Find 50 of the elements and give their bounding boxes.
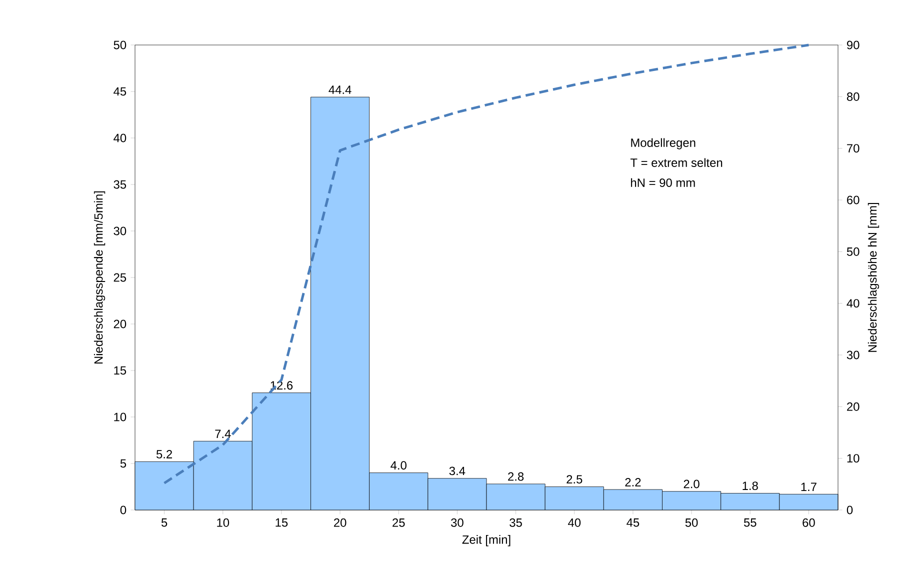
x-tick-label: 30 — [451, 518, 464, 527]
y2-tick-label: 20 — [847, 402, 860, 411]
data-label: 5.2 — [156, 450, 172, 458]
y2-tick-label: 40 — [846, 299, 860, 308]
x-tick-label: 35 — [510, 518, 522, 527]
x-tick-label: 5 — [161, 518, 168, 527]
data-label: 3.4 — [449, 466, 466, 476]
y-axis-title: Niederschlagsspende [mm/5min] — [94, 191, 106, 364]
x-tick-label: 15 — [276, 518, 288, 527]
y-tick-label: 45 — [114, 87, 126, 96]
y-tick-label: 25 — [114, 273, 126, 282]
x-axis-title: Zeit [min] — [462, 535, 510, 546]
y2-tick-label: 90 — [847, 40, 860, 50]
data-label: 4.0 — [390, 461, 406, 470]
y-tick-label: 10 — [114, 412, 126, 422]
data-label: 1.7 — [801, 482, 816, 491]
data-label: 44.4 — [328, 86, 352, 94]
y2-axis-title: Niederschlagshöhe hN [mm] — [868, 202, 880, 352]
y-tick-label: 40 — [114, 134, 126, 142]
data-label: 7.4 — [215, 430, 231, 438]
data-label: 2.2 — [625, 478, 641, 486]
data-label: 2.8 — [508, 472, 524, 481]
y-tick-label: 35 — [114, 180, 126, 189]
y2-tick-label: 30 — [846, 350, 860, 360]
x-tick-label: 60 — [802, 518, 815, 527]
y-tick-label: 50 — [114, 40, 126, 50]
y-tick-label: 5 — [120, 459, 126, 468]
x-tick-label: 20 — [334, 518, 346, 527]
y2-tick-label: 50 — [846, 247, 860, 256]
data-label: 2.0 — [684, 480, 700, 488]
x-tick-label: 40 — [568, 518, 581, 527]
y-tick-label: 0 — [120, 506, 126, 514]
x-tick-label: 50 — [685, 518, 698, 527]
x-tick-label: 10 — [217, 518, 230, 527]
annotation: Modellregen — [631, 138, 696, 150]
x-tick-label: 45 — [626, 518, 640, 527]
y-tick-label: 30 — [114, 226, 126, 236]
y2-tick-label: 10 — [847, 454, 860, 463]
annotation: T = extrem selten — [630, 158, 722, 167]
y-tick-label: 20 — [114, 320, 126, 328]
x-tick-label: 25 — [392, 518, 405, 527]
y2-tick-label: 60 — [847, 196, 860, 204]
data-label: 1.8 — [742, 482, 758, 490]
y2-tick-label: 70 — [847, 144, 860, 153]
x-tick-label: 55 — [744, 518, 756, 527]
y2-tick-label: 0 — [846, 506, 853, 514]
y-tick-label: 15 — [114, 366, 126, 375]
annotation: hN = 90 mm — [631, 178, 695, 187]
data-label: 2.5 — [566, 475, 582, 484]
y2-tick-label: 80 — [846, 92, 860, 101]
